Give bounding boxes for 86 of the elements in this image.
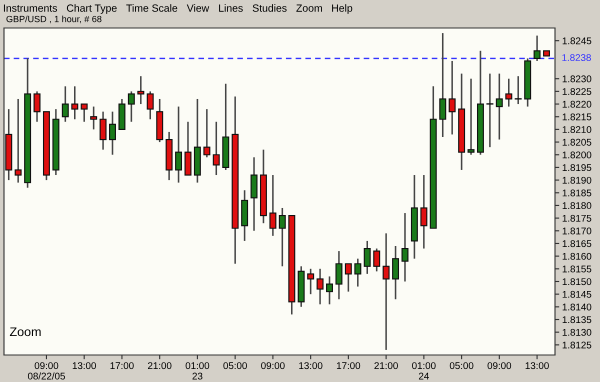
x-tick-label: 05:00 — [223, 362, 247, 370]
text: Chart Type — [66, 4, 117, 14]
y-tick-label: 1.8125 — [562, 342, 592, 348]
candlestick — [62, 86, 69, 123]
candlestick — [278, 207, 286, 268]
y-tick-label: 1.8200 — [562, 151, 592, 158]
candlestick — [392, 245, 400, 300]
candlestick — [146, 90, 154, 120]
candlestick — [496, 72, 503, 140]
candlestick — [34, 90, 40, 123]
y-tick-label: 1.8190 — [562, 176, 592, 184]
y-tick-label: 1.8220 — [562, 100, 592, 108]
candlestick — [307, 268, 314, 295]
candlestick — [354, 258, 362, 288]
y-tick-label: 1.8130 — [562, 328, 592, 336]
y-tick-label: 1.8165 — [562, 240, 592, 248]
x-tick-label: 09:00 — [261, 362, 285, 370]
y-tick-label: 1.8225 — [562, 88, 592, 95]
y-tick-label: 1.8175 — [562, 214, 592, 222]
candlestick — [128, 90, 135, 123]
x-tick-label: 21:00 — [374, 362, 398, 370]
candlestick — [269, 174, 276, 237]
y-tick-label: 1.8245 — [562, 37, 592, 44]
candlestick — [335, 250, 342, 300]
y-tick-label: 1.8160 — [562, 252, 592, 260]
text: Instruments — [4, 4, 58, 12]
x-tick-label: 01:00 23 — [186, 362, 210, 380]
text: View — [186, 4, 210, 12]
candlestick — [364, 240, 371, 275]
candlestick — [250, 156, 258, 232]
candlestick — [316, 268, 324, 306]
candlestick — [514, 75, 522, 105]
text: Zoom — [296, 4, 322, 12]
x-tick-label: 09:00 08/22/05 — [28, 362, 65, 380]
candlestick — [382, 232, 390, 351]
text: Help — [332, 4, 352, 14]
x-tick-label: 13:00 — [72, 362, 96, 370]
x-tick-label: 17:00 — [336, 362, 360, 370]
y-tick-label: 1.8135 — [562, 316, 592, 324]
y-tick-label: 1.8180 — [562, 202, 592, 210]
candlestick — [137, 75, 144, 105]
candlestick — [486, 72, 494, 148]
candlestick — [402, 212, 408, 282]
y-tick-label: 1.8170 — [562, 228, 592, 234]
candlestick — [326, 276, 333, 306]
y-tick-label: 1.8150 — [562, 278, 592, 286]
x-tick-label: 09:00 — [488, 362, 512, 370]
annotation: Zoom — [10, 327, 41, 336]
candlestick — [373, 248, 380, 272]
text: Time Scale — [126, 4, 178, 12]
candlestick — [468, 78, 475, 156]
y-tick-label: 1.8185 — [562, 190, 592, 196]
candlestick — [534, 34, 541, 62]
candlestick — [100, 110, 107, 150]
y-tick-label: 1.8215 — [562, 113, 592, 120]
chart-title: GBP/USD , 1 hour, # 68 — [6, 16, 102, 24]
x-tick-label: 17:00 — [110, 362, 134, 370]
y-tick-label: 1.8140 — [562, 304, 592, 310]
x-tick-label: 21:00 — [148, 362, 172, 370]
text: Studies — [252, 4, 287, 12]
text: Lines — [219, 4, 243, 12]
x-tick-label: 01:00 24 — [412, 362, 436, 380]
candlestick — [109, 110, 116, 156]
candlestick — [420, 174, 428, 250]
y-tick-label: 1.8230 — [562, 75, 592, 82]
ref-line-label: 1.8238 — [562, 54, 591, 62]
candlestick — [439, 32, 446, 138]
y-tick-label: 1.8195 — [562, 164, 592, 172]
y-tick-label: 1.8210 — [562, 126, 592, 134]
y-tick-label: 1.8155 — [562, 266, 592, 272]
candlestick — [80, 103, 88, 123]
y-tick-label: 1.8205 — [562, 138, 592, 146]
candlestick — [344, 262, 352, 292]
candlestick — [212, 121, 220, 176]
candlestick — [71, 86, 78, 120]
y-tick-label: 1.8145 — [562, 290, 592, 298]
x-tick-label: 05:00 — [450, 362, 474, 370]
candlestick — [175, 106, 182, 184]
candlestick — [184, 121, 192, 176]
candlestick — [448, 60, 456, 136]
candlestick — [203, 108, 210, 158]
candlestick — [90, 106, 98, 130]
x-tick-label: 13:00 — [299, 362, 322, 370]
x-tick-label: 13:00 — [526, 362, 549, 370]
candlestick — [14, 98, 22, 184]
candlestick — [505, 78, 512, 108]
